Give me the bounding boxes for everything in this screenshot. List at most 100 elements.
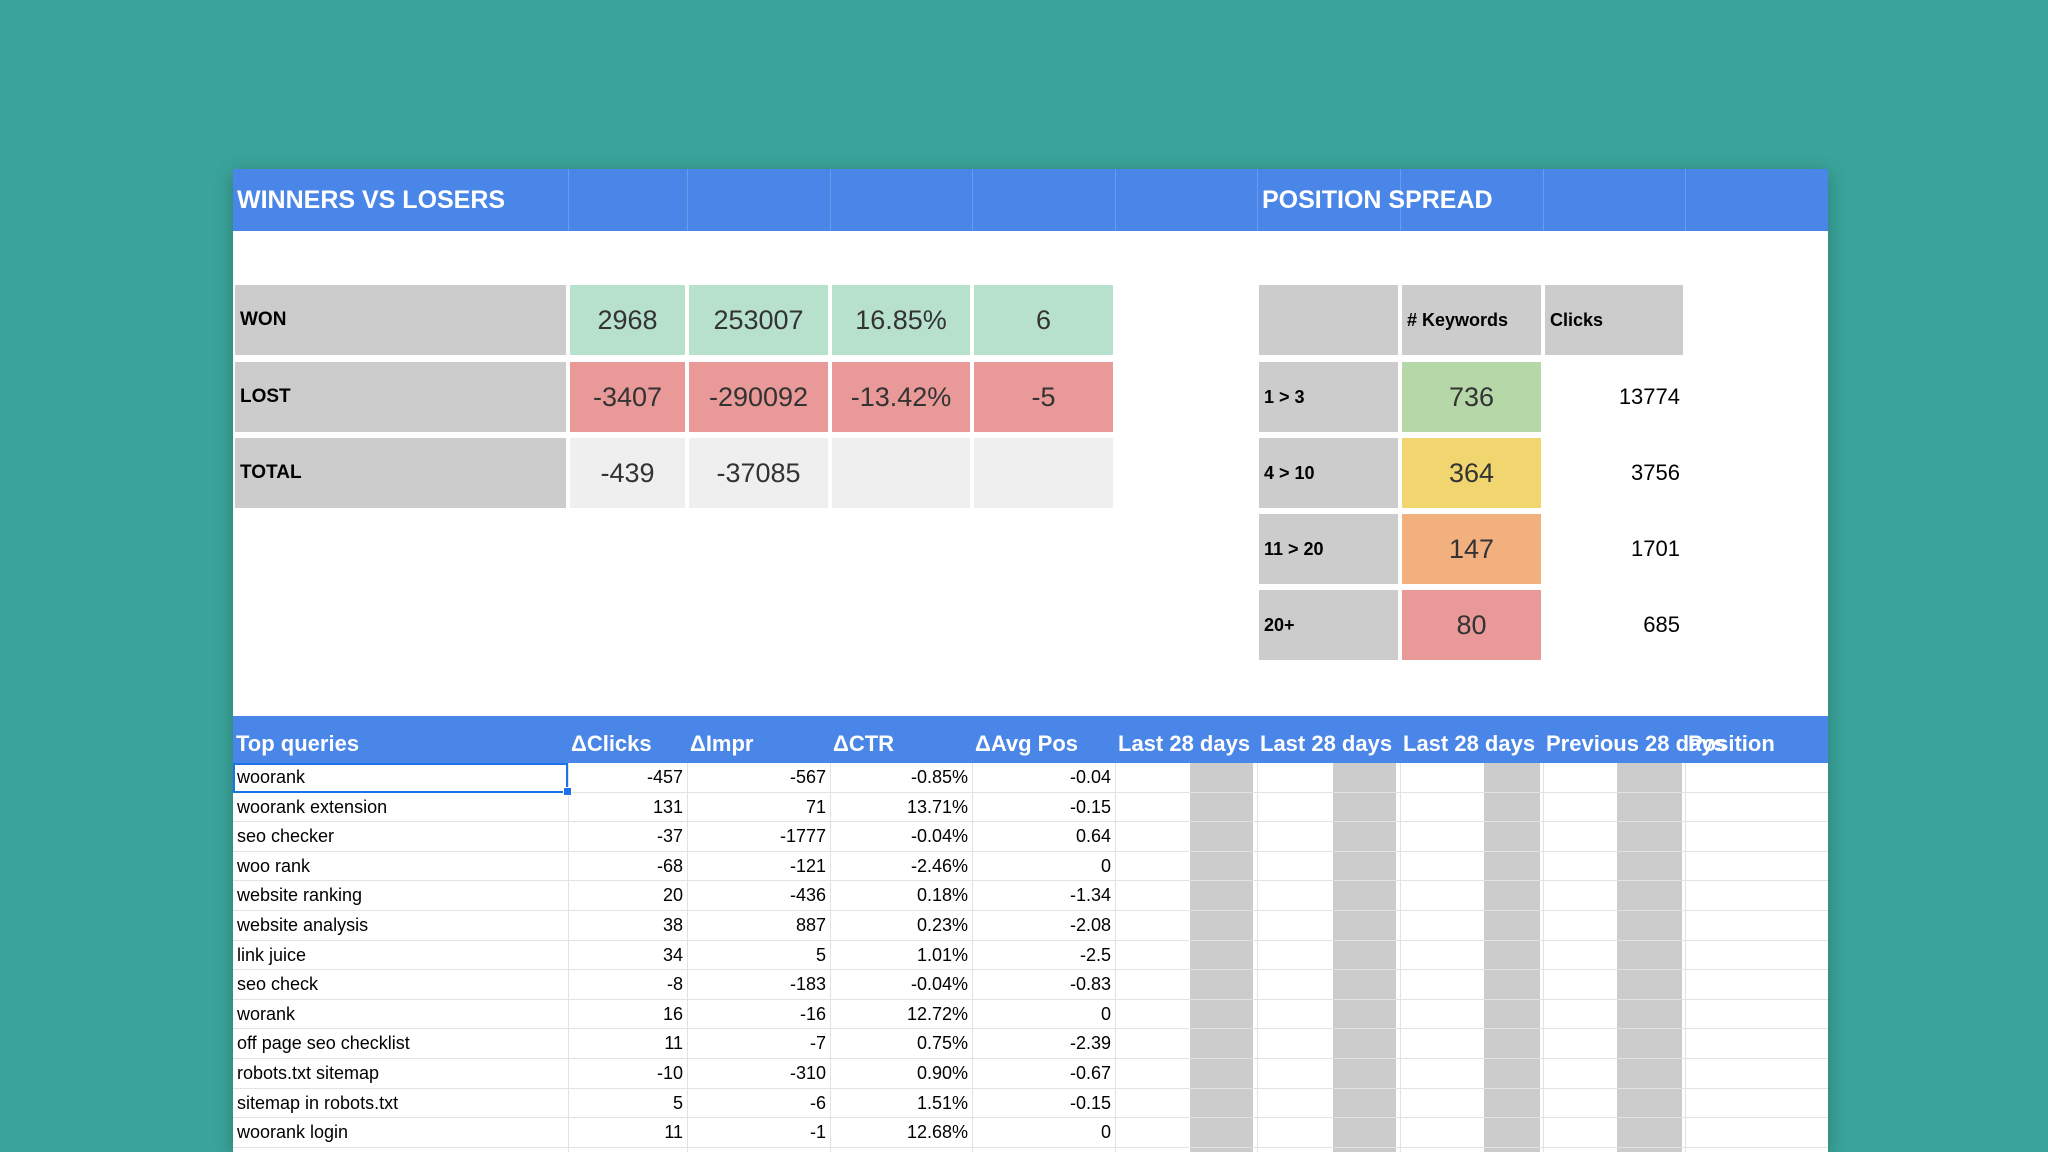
clicks-4-10[interactable]: 3756: [1631, 460, 1680, 485]
delta-impr-cell[interactable]: 5: [815, 944, 826, 965]
delta-impr-cell[interactable]: -6: [809, 1092, 826, 1113]
query-cell[interactable]: seo check: [237, 974, 319, 995]
table-row[interactable]: off page seo checklist 11 -7 0.75% -2.39: [233, 1029, 1828, 1059]
clicks-1-3[interactable]: 13774: [1618, 384, 1680, 409]
table-row[interactable]: woorank extension 131 71 13.71% -0.15: [233, 793, 1828, 823]
table-row[interactable]: website analysis 38 887 0.23% -2.08: [233, 911, 1828, 941]
header-delta-avg-pos[interactable]: ΔAvg Pos: [975, 731, 1079, 756]
delta-impr-cell[interactable]: -567: [789, 767, 826, 787]
delta-impr-cell[interactable]: -436: [789, 885, 826, 906]
lost-impressions[interactable]: -290092: [689, 362, 828, 432]
delta-impr-cell[interactable]: 71: [805, 796, 826, 817]
won-impressions[interactable]: 253007: [689, 285, 828, 355]
won-avg-pos[interactable]: 6: [974, 285, 1113, 355]
table-row[interactable]: worank 16 -16 12.72% 0: [233, 1000, 1828, 1030]
clicks-11-20[interactable]: 1701: [1631, 536, 1680, 561]
query-cell[interactable]: woorank login: [237, 1122, 349, 1143]
delta-avg-pos-cell[interactable]: 0: [1100, 1003, 1111, 1024]
table-row[interactable]: link juice 34 5 1.01% -2.5: [233, 941, 1828, 971]
clicks-20-plus[interactable]: 685: [1643, 612, 1680, 637]
delta-clicks-cell[interactable]: -8: [666, 974, 683, 995]
delta-ctr-cell[interactable]: -2.46%: [910, 855, 968, 876]
table-row[interactable]: robots.txt sitemap -10 -310 0.90% -0.67: [233, 1059, 1828, 1089]
delta-impr-cell[interactable]: -1777: [779, 826, 826, 847]
delta-impr-cell[interactable]: -1: [809, 1122, 826, 1143]
header-delta-ctr[interactable]: ΔCTR: [833, 731, 895, 756]
delta-ctr-cell[interactable]: 13.71%: [906, 796, 968, 817]
table-row[interactable]: woorank -457 -567 -0.85% -0.04: [233, 763, 1828, 793]
lost-ctr[interactable]: -13.42%: [832, 362, 970, 432]
total-clicks[interactable]: -439: [570, 438, 685, 508]
delta-ctr-cell[interactable]: 0.75%: [916, 1033, 968, 1054]
lost-avg-pos[interactable]: -5: [974, 362, 1113, 432]
delta-avg-pos-cell[interactable]: -0.67: [1069, 1063, 1111, 1083]
query-cell[interactable]: off page seo checklist: [237, 1033, 410, 1054]
won-label[interactable]: WON: [235, 285, 566, 355]
header-last-28-days-2[interactable]: Last 28 days: [1260, 731, 1393, 756]
delta-ctr-cell[interactable]: -0.04%: [910, 974, 968, 995]
delta-impr-cell[interactable]: -121: [789, 855, 826, 876]
delta-avg-pos-cell[interactable]: -0.83: [1069, 974, 1111, 995]
delta-clicks-cell[interactable]: 16: [662, 1003, 683, 1024]
position-spread-corner[interactable]: [1259, 285, 1398, 355]
delta-ctr-cell[interactable]: 12.72%: [906, 1003, 968, 1024]
delta-avg-pos-cell[interactable]: -0.15: [1069, 1092, 1111, 1113]
table-row[interactable]: seo check -8 -183 -0.04% -0.83: [233, 970, 1828, 1000]
query-cell[interactable]: woorank: [237, 767, 306, 787]
delta-impr-cell[interactable]: 887: [795, 915, 826, 935]
query-cell[interactable]: robots.txt sitemap: [237, 1063, 380, 1083]
total-impressions[interactable]: -37085: [689, 438, 828, 508]
keywords-11-20[interactable]: 147: [1402, 514, 1541, 584]
delta-clicks-cell[interactable]: 11: [664, 1033, 683, 1054]
table-row[interactable]: website ranking 20 -436 0.18% -1.34: [233, 881, 1828, 911]
table-row[interactable]: sitemap in robots.txt 5 -6 1.51% -0.15: [233, 1089, 1828, 1119]
header-last-28-days-1[interactable]: Last 28 days: [1118, 731, 1251, 756]
keywords-20-plus[interactable]: 80: [1402, 590, 1541, 660]
delta-avg-pos-cell[interactable]: 0: [1100, 1122, 1111, 1143]
delta-avg-pos-cell[interactable]: -1.34: [1069, 885, 1111, 906]
keywords-header[interactable]: # Keywords: [1402, 285, 1541, 355]
table-row[interactable]: woorank login 11 -1 12.68% 0: [233, 1118, 1828, 1148]
delta-clicks-cell[interactable]: 11: [664, 1122, 683, 1143]
delta-clicks-cell[interactable]: 5: [672, 1092, 683, 1113]
lost-clicks[interactable]: -3407: [570, 362, 685, 432]
delta-ctr-cell[interactable]: -0.85%: [910, 767, 968, 787]
delta-impr-cell[interactable]: -310: [789, 1063, 826, 1083]
delta-avg-pos-cell[interactable]: -2.08: [1069, 915, 1111, 935]
delta-clicks-cell[interactable]: 34: [662, 944, 683, 965]
query-cell[interactable]: woo rank: [237, 855, 311, 876]
header-position[interactable]: Position: [1688, 731, 1775, 756]
delta-clicks-cell[interactable]: 38: [662, 915, 683, 935]
delta-clicks-cell[interactable]: -37: [656, 826, 683, 847]
delta-ctr-cell[interactable]: 0.90%: [916, 1063, 968, 1083]
delta-avg-pos-cell[interactable]: 0.64: [1075, 826, 1111, 847]
delta-impr-cell[interactable]: -183: [789, 974, 826, 995]
delta-avg-pos-cell[interactable]: -2.39: [1069, 1033, 1111, 1054]
query-cell[interactable]: link juice: [237, 944, 307, 965]
delta-ctr-cell[interactable]: 0.23%: [916, 915, 968, 935]
query-cell[interactable]: sitemap in robots.txt: [237, 1092, 399, 1113]
header-delta-clicks[interactable]: ΔClicks: [571, 731, 652, 756]
delta-ctr-cell[interactable]: -0.04%: [910, 826, 968, 847]
query-cell[interactable]: website analysis: [237, 915, 369, 935]
clicks-header[interactable]: Clicks: [1545, 285, 1683, 355]
keywords-1-3[interactable]: 736: [1402, 362, 1541, 432]
header-delta-impr[interactable]: ΔImpr: [690, 731, 754, 756]
delta-ctr-cell[interactable]: 1.51%: [916, 1092, 968, 1113]
query-cell[interactable]: seo checker: [237, 826, 335, 847]
delta-avg-pos-cell[interactable]: -0.15: [1069, 796, 1111, 817]
won-clicks[interactable]: 2968: [570, 285, 685, 355]
query-cell[interactable]: website ranking: [237, 885, 363, 906]
header-top-queries[interactable]: Top queries: [236, 731, 360, 756]
query-cell[interactable]: worank: [237, 1003, 296, 1024]
won-ctr[interactable]: 16.85%: [832, 285, 970, 355]
range-20-plus[interactable]: 20+: [1259, 590, 1398, 660]
delta-ctr-cell[interactable]: 12.68%: [906, 1122, 968, 1143]
table-row[interactable]: seo checker -37 -1777 -0.04% 0.64: [233, 822, 1828, 852]
header-previous-28-days[interactable]: Previous 28 days: [1546, 731, 1726, 756]
total-ctr[interactable]: [832, 438, 970, 508]
range-1-3[interactable]: 1 > 3: [1259, 362, 1398, 432]
range-11-20[interactable]: 11 > 20: [1259, 514, 1398, 584]
total-label[interactable]: TOTAL: [235, 438, 566, 508]
delta-ctr-cell[interactable]: 0.18%: [916, 885, 968, 906]
